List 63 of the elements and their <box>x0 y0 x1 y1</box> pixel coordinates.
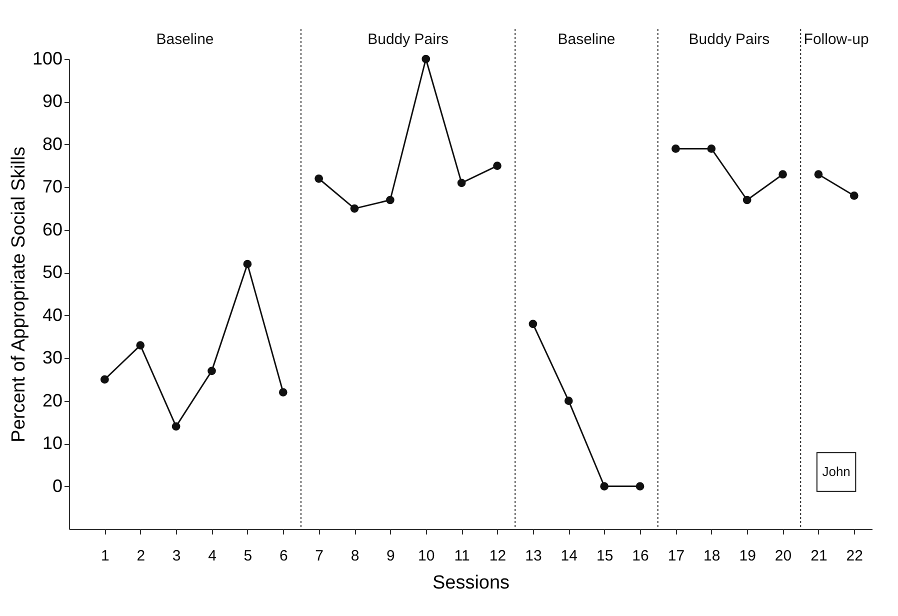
text: Follow-up <box>804 31 869 48</box>
point <box>742 196 752 204</box>
x-tick-label: 2 <box>136 548 146 564</box>
y-tick-label: 60 <box>42 219 62 240</box>
x-tick-label: 17 <box>668 548 685 564</box>
text: Buddy Pairs <box>368 31 448 48</box>
point <box>243 260 252 268</box>
x-tick-label: 6 <box>279 548 288 564</box>
x-tick-label: 14 <box>560 548 578 564</box>
point <box>564 396 573 405</box>
x-tick-label: 19 <box>739 548 756 564</box>
x-tick-label: 11 <box>454 548 470 564</box>
y-tick-label: 40 <box>42 304 62 325</box>
x-tick-label: 21 <box>810 548 828 564</box>
y-tick-label: 100 <box>32 48 62 68</box>
point <box>493 162 502 170</box>
x-tick-label: 12 <box>489 548 506 564</box>
y-tick-label: 0 <box>52 476 62 496</box>
x-tick-label: 4 <box>208 548 216 564</box>
point <box>422 54 430 64</box>
text: Baseline <box>558 31 616 48</box>
point <box>350 204 359 213</box>
point <box>814 170 823 179</box>
x-tick-label: 9 <box>386 548 395 564</box>
point <box>278 388 288 396</box>
y-tick-label: 10 <box>42 433 62 454</box>
point <box>386 196 394 204</box>
point <box>672 144 680 153</box>
annotation: John <box>822 464 850 479</box>
y-tick-label: 50 <box>42 262 62 282</box>
y-axis-title: Percent of Appropriate Social Skills <box>8 146 30 442</box>
y-tick-label: 70 <box>42 176 62 197</box>
point <box>136 341 145 350</box>
x-axis-title: Sessions <box>432 572 510 594</box>
x-tick-label: 7 <box>315 548 324 564</box>
x-tick-label: 18 <box>704 548 720 564</box>
point <box>850 192 858 200</box>
point <box>707 144 716 153</box>
y-tick-label: 20 <box>42 390 62 410</box>
x-tick-label: 10 <box>418 548 435 564</box>
x-tick-label: 5 <box>244 548 252 564</box>
x-tick-label: 15 <box>596 548 614 564</box>
text: Baseline <box>156 31 214 48</box>
point <box>778 170 787 179</box>
x-tick-label: 20 <box>774 548 792 564</box>
point <box>600 482 609 490</box>
x-tick-label: 8 <box>350 548 360 564</box>
point <box>457 178 466 188</box>
y-tick-label: 80 <box>42 134 62 154</box>
x-tick-label: 13 <box>525 548 542 564</box>
point <box>172 422 180 431</box>
y-tick-label: 30 <box>42 348 62 368</box>
point <box>208 366 216 376</box>
x-tick-label: 1 <box>101 548 110 564</box>
point <box>314 174 324 183</box>
point <box>636 482 644 490</box>
y-tick-label: 90 <box>42 91 62 112</box>
x-tick-label: 16 <box>632 548 649 564</box>
point <box>100 375 109 384</box>
x-tick-label: 3 <box>172 548 181 564</box>
text: Buddy Pairs <box>688 31 770 48</box>
x-tick-label: 22 <box>846 548 863 564</box>
point <box>528 320 538 328</box>
